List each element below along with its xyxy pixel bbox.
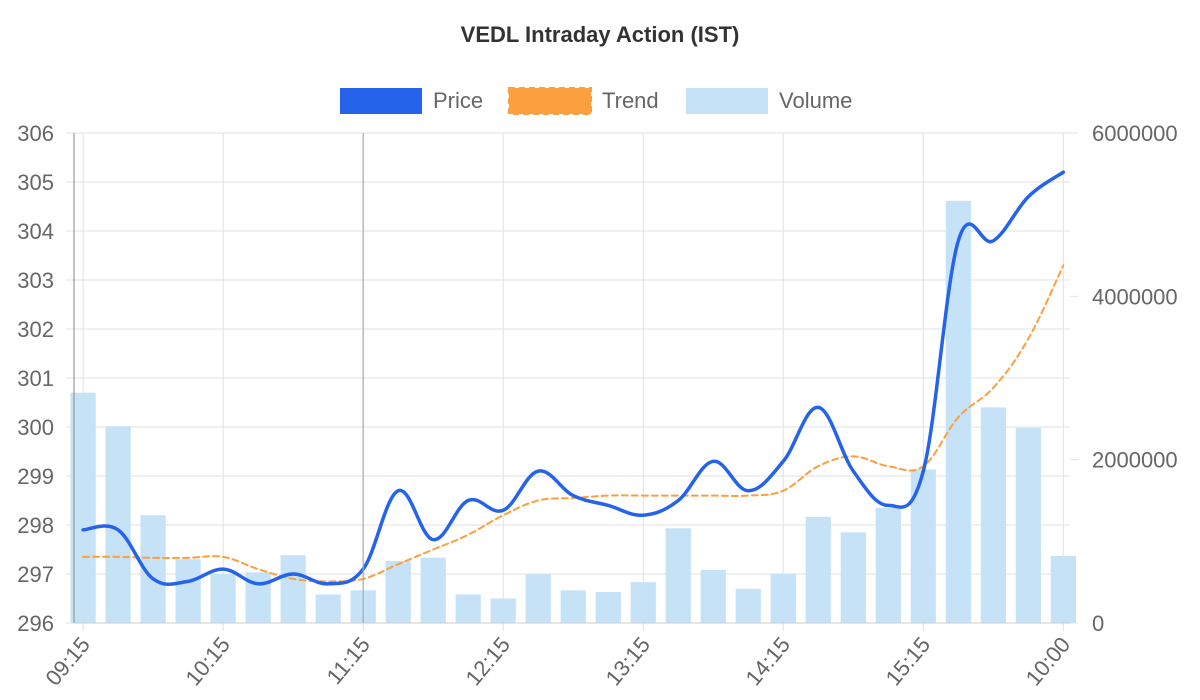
volume-bar: [875, 507, 901, 623]
volume-bar: [735, 588, 761, 623]
trend-line: [82, 264, 1065, 583]
volume-bar: [1015, 427, 1041, 623]
volume-bar: [560, 590, 586, 623]
x-tick-label: 10:15: [180, 632, 235, 690]
x-tick-label-group: 09:15: [40, 632, 95, 690]
volume-bar: [770, 574, 796, 623]
x-tick-label: 09:15: [40, 632, 95, 690]
legend-item-price: Price: [340, 88, 483, 114]
y-left-tick-label: 297: [17, 562, 54, 587]
volume-bar: [1050, 556, 1076, 623]
legend-swatch: [508, 87, 592, 115]
volume-bar: [175, 559, 201, 623]
y-left-tick-label: 303: [17, 268, 54, 293]
x-tick-label: 14:15: [741, 632, 796, 690]
y-left-tick-label: 299: [17, 464, 54, 489]
legend-swatch: [340, 88, 422, 114]
volume-bar: [665, 528, 691, 623]
y-left-tick-label: 306: [17, 121, 54, 146]
y-left-tick-label: 305: [17, 170, 54, 195]
legend: Price Trend Volume: [340, 87, 852, 115]
volume-bar: [595, 591, 621, 623]
y-left-tick-label: 296: [17, 611, 54, 636]
volume-bar: [420, 557, 446, 623]
y-left-tick-label: 304: [17, 219, 54, 244]
volume-bars: [70, 200, 1076, 624]
y-right-tick-label: 2000000: [1092, 448, 1178, 473]
x-tick-label-group: 13:15: [601, 632, 656, 690]
volume-bar: [455, 594, 481, 623]
volume-bar: [210, 574, 236, 623]
volume-bar: [385, 560, 411, 623]
x-tick-label: 11:15: [322, 632, 375, 689]
y-left-tick-label: 302: [17, 317, 54, 342]
x-tick-label-group: 11:15: [322, 632, 375, 689]
volume-bar: [490, 598, 516, 623]
volume-bar: [840, 532, 866, 623]
volume-bar: [525, 574, 551, 623]
y-left-tick-label: 300: [17, 415, 54, 440]
y-left-tick-label: 301: [17, 366, 54, 391]
x-tick-label-group: 15:15: [881, 632, 936, 690]
x-tick-label-group: 10:00: [1021, 632, 1076, 690]
legend-item-trend: Trend: [508, 87, 659, 115]
volume-bar: [700, 569, 726, 623]
volume-bar: [980, 407, 1006, 623]
volume-bar: [945, 200, 971, 624]
x-tick-label: 15:15: [881, 632, 936, 690]
volume-bar: [630, 582, 656, 623]
price-line: [81, 170, 1066, 587]
legend-label: Price: [433, 88, 483, 113]
volume-bar: [105, 426, 131, 623]
x-tick-label: 13:15: [601, 632, 656, 690]
volume-bar: [70, 392, 96, 623]
volume-bar: [315, 594, 341, 623]
line-series: [81, 170, 1066, 587]
volume-bar: [280, 555, 306, 623]
x-tick-label-group: 10:15: [180, 632, 235, 690]
x-tick-label-group: 12:15: [460, 632, 515, 690]
x-tick-label: 12:15: [460, 632, 515, 690]
legend-item-volume: Volume: [686, 88, 852, 114]
y-right-tick-label: 4000000: [1092, 284, 1178, 309]
legend-swatch: [686, 88, 768, 114]
y-right-tick-label: 0: [1092, 611, 1104, 636]
x-tick-label-group: 14:15: [741, 632, 796, 690]
y-left-tick-label: 298: [17, 513, 54, 538]
legend-label: Volume: [779, 88, 852, 113]
volume-bar: [805, 516, 831, 623]
chart-title: VEDL Intraday Action (IST): [461, 22, 740, 47]
legend-label: Trend: [602, 88, 659, 113]
y-right-tick-label: 6000000: [1092, 121, 1178, 146]
x-tick-label: 10:00: [1021, 632, 1076, 690]
